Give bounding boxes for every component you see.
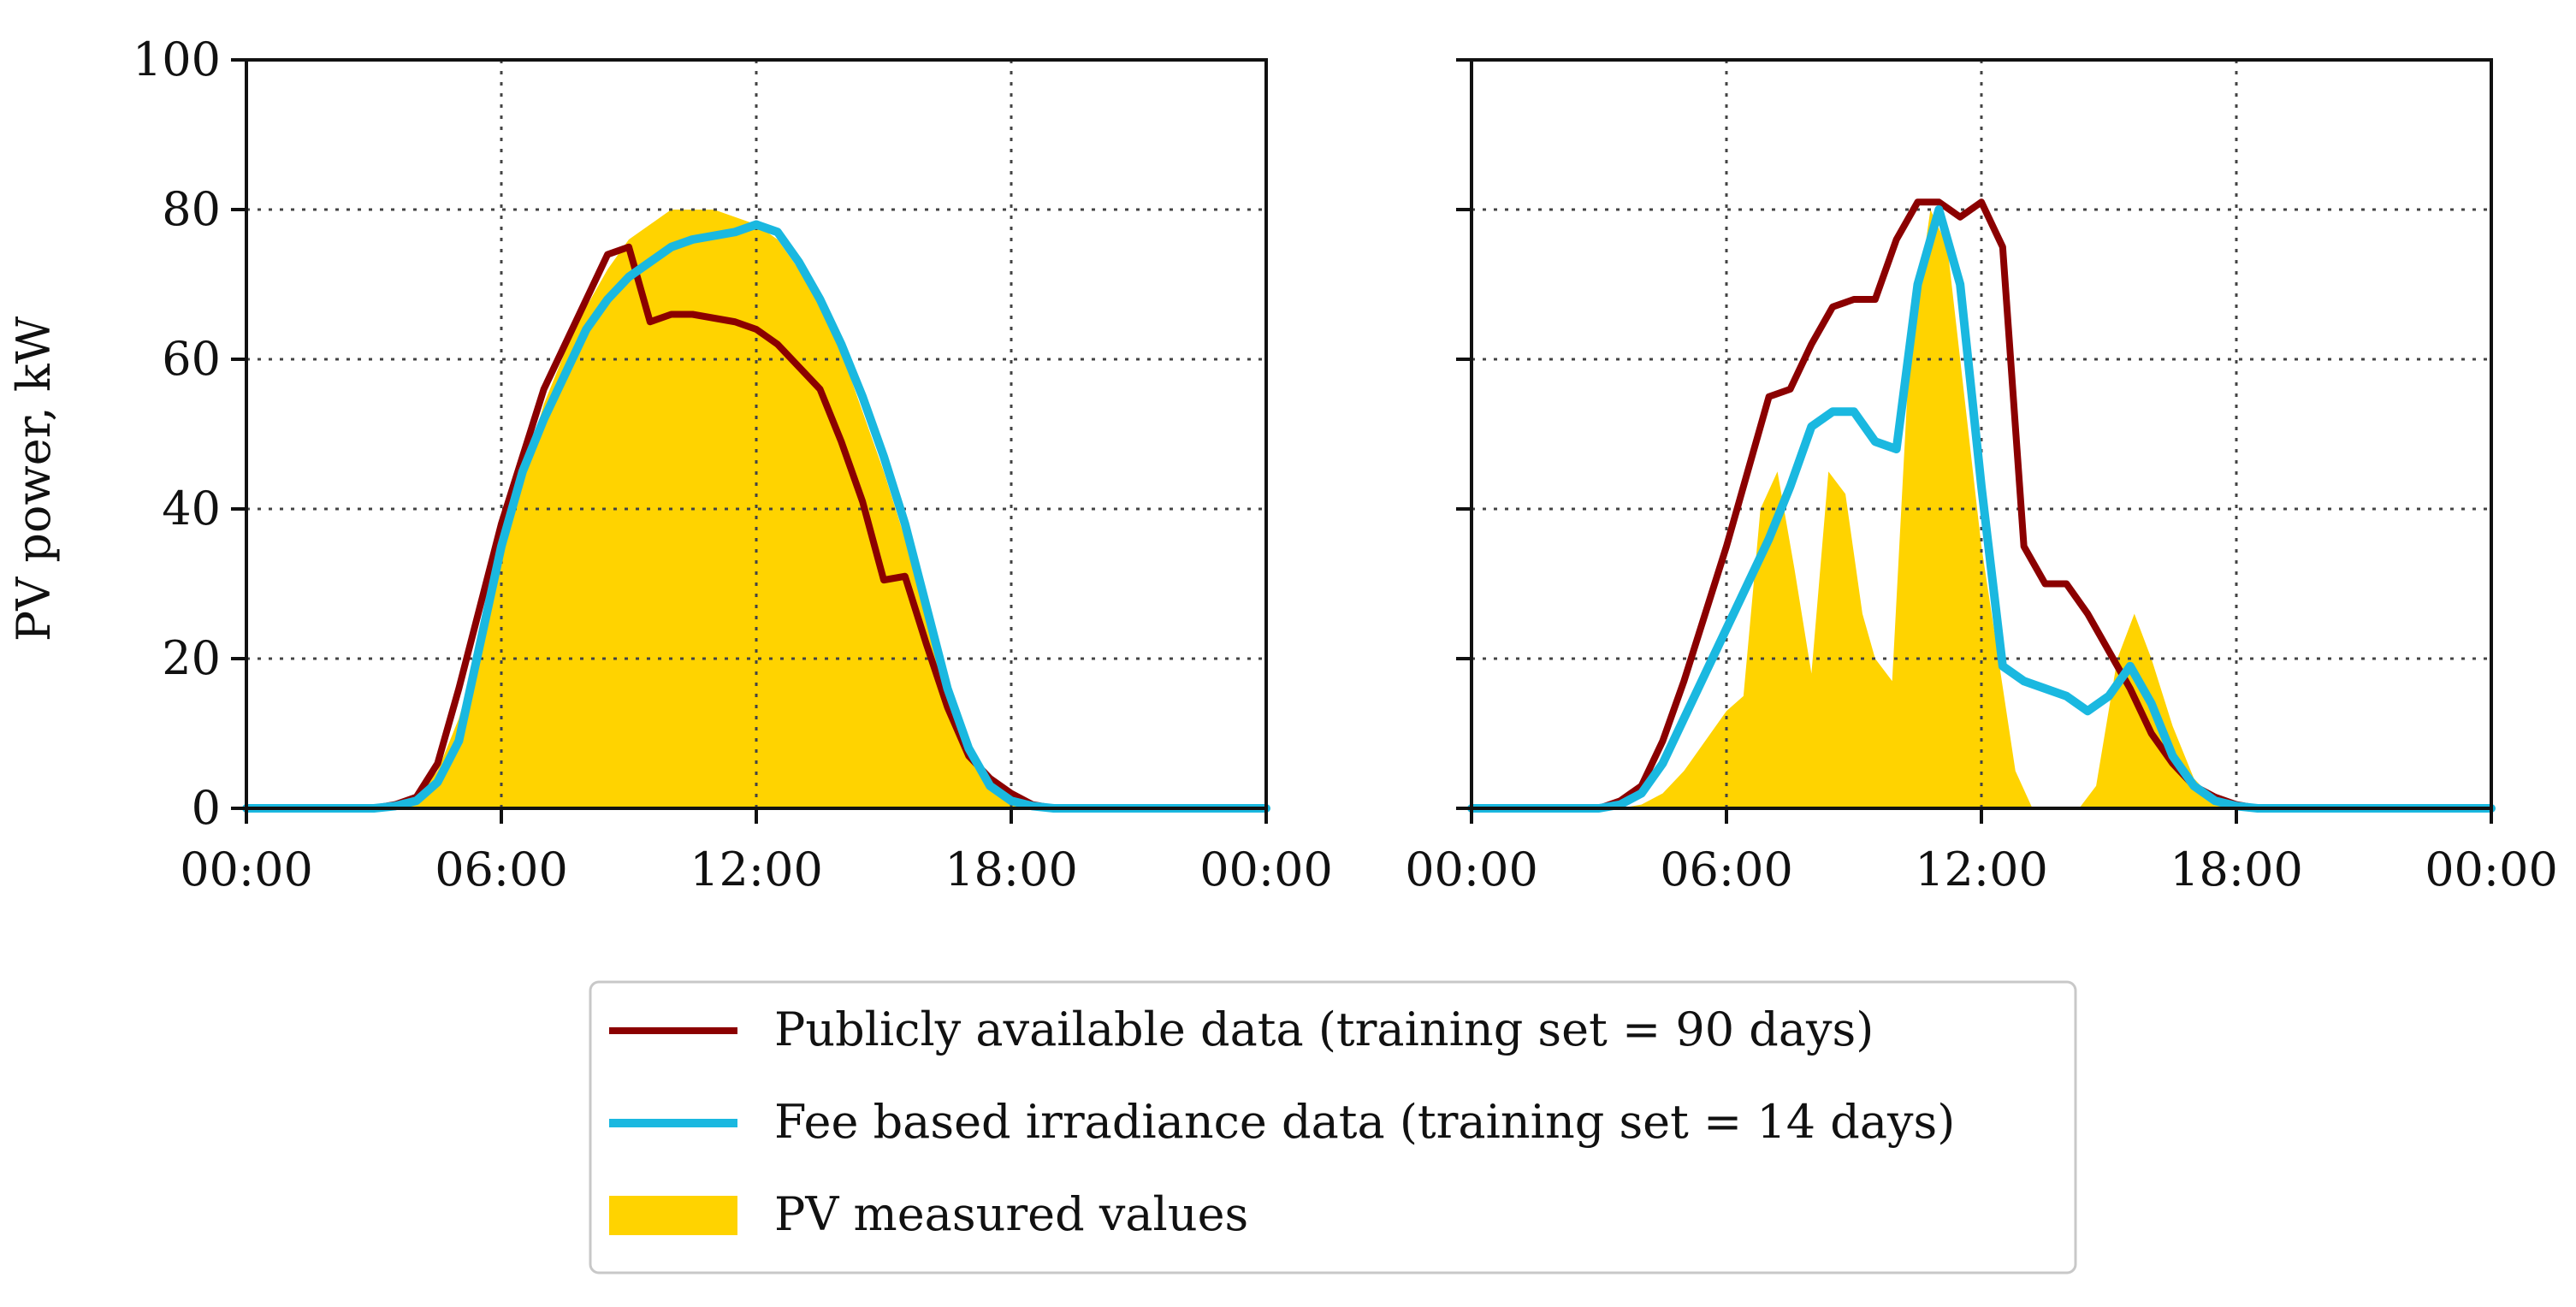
left-y-tick-label: 0: [192, 781, 221, 835]
left-x-tick-label: 06:00: [435, 843, 568, 896]
legend: Publicly available data (training set = …: [589, 980, 2077, 1274]
legend-label-pv-measured: PV measured values: [774, 1187, 1248, 1241]
left-public-data-line: [243, 243, 1270, 812]
left-y-tick-label: 40: [162, 482, 221, 535]
right-x-tick-label: 00:00: [2425, 843, 2558, 896]
left-y-tick-label: 80: [162, 182, 221, 236]
right-x-tick-label: 00:00: [1405, 843, 1538, 896]
left-pv-measured-area: [246, 210, 1266, 808]
left-x-tick-label: 00:00: [1199, 843, 1333, 896]
legend-label-fee-data: Fee based irradiance data (training set …: [774, 1095, 1955, 1149]
left-x-tick-label: 00:00: [180, 843, 313, 896]
left-y-tick-label: 20: [162, 631, 221, 685]
right-public-data-line: [1468, 198, 2495, 812]
right-fee-data-line: [1467, 205, 2496, 813]
left-y-tick-label: 100: [133, 33, 221, 86]
legend-label-public-data: Publicly available data (training set = …: [774, 1002, 1874, 1056]
left-fee-data-line: [242, 220, 1270, 813]
right-pv-measured-area: [1472, 210, 2491, 808]
right-plot: 00:00 06:00 12:00 18:00 00:00: [1405, 58, 2558, 896]
legend-frame: [589, 980, 2077, 1274]
right-x-tick-label: 18:00: [2170, 843, 2303, 896]
right-x-tick-label: 12:00: [1915, 843, 2048, 896]
right-x-tick-label: 06:00: [1660, 843, 1793, 896]
y-axis-label: PV power, kW: [7, 316, 61, 642]
left-plot: 00:00 06:00 12:00 18:00 00:00 0 20 40 60 80 100: [133, 33, 1333, 896]
left-y-tick-label: 60: [162, 332, 221, 386]
left-x-tick-label: 12:00: [690, 843, 823, 896]
left-x-tick-label: 18:00: [945, 843, 1078, 896]
legend-swatch-pv-measured: [609, 1196, 737, 1235]
